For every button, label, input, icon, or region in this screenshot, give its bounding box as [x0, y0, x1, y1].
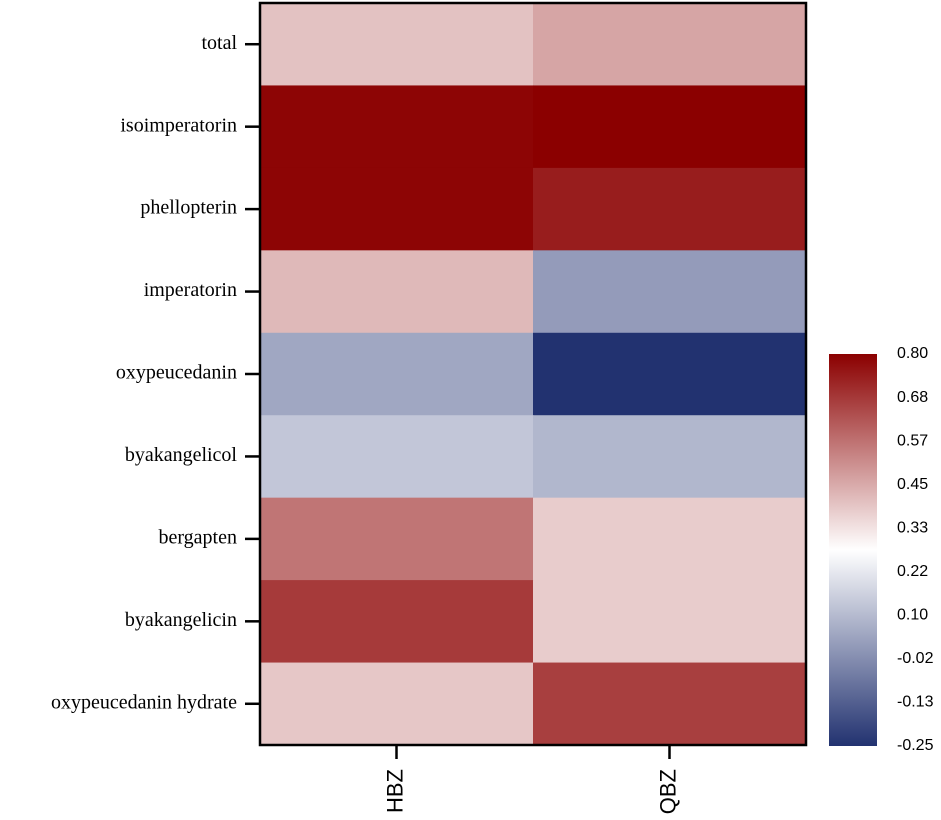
- heatmap-cell: [533, 415, 807, 499]
- heatmap-cell: [260, 662, 534, 746]
- heatmap-cell: [260, 580, 534, 664]
- colorbar: 0.80 0.68 0.57 0.45 0.33 0.22 0.10 -0.02 -0.13 -0…: [829, 345, 934, 754]
- heatmap-cells: [260, 3, 807, 746]
- row-label: oxypeucedanin: [116, 362, 237, 384]
- heatmap-cell: [260, 250, 534, 334]
- colorbar-tick-label: 0.10: [897, 607, 928, 624]
- row-label: byakangelicol: [125, 444, 238, 466]
- heatmap-cell: [533, 332, 807, 416]
- colorbar-tick-label: 0.80: [897, 345, 928, 362]
- row-label: phellopterin: [140, 197, 237, 219]
- row-label: bergapten: [159, 526, 238, 548]
- colorbar-gradient: [829, 354, 877, 746]
- row-label: total: [201, 32, 237, 54]
- heatmap-cell: [260, 85, 534, 169]
- row-label: oxypeucedanin hydrate: [51, 691, 237, 713]
- heatmap-cell: [533, 3, 807, 86]
- row-label: imperatorin: [144, 279, 237, 301]
- heatmap-cell: [260, 332, 534, 416]
- heatmap-cell: [533, 167, 807, 251]
- colorbar-tick-label: -0.02: [897, 650, 934, 667]
- colorbar-tick-label: 0.57: [897, 432, 928, 449]
- heatmap-cell: [533, 85, 807, 169]
- heatmap-cell: [533, 497, 807, 581]
- colorbar-tick-label: 0.33: [897, 519, 928, 536]
- column-label: QBZ: [655, 769, 680, 814]
- colorbar-tick-label: 0.22: [897, 563, 928, 580]
- colorbar-tick-label: -0.25: [897, 737, 934, 754]
- heatmap-cell: [260, 415, 534, 499]
- heatmap-cell: [260, 3, 534, 86]
- column-axis: HBZ QBZ: [382, 745, 680, 814]
- heatmap-cell: [260, 497, 534, 581]
- row-label: isoimperatorin: [120, 114, 237, 136]
- row-axis: total isoimperatorin phellopterin imperator…: [51, 32, 260, 713]
- heatmap-cell: [260, 167, 534, 251]
- colorbar-tick-label: 0.45: [897, 476, 928, 493]
- heatmap-cell: [533, 662, 807, 746]
- row-label: byakangelicin: [125, 609, 237, 631]
- heatmap-cell: [533, 250, 807, 334]
- colorbar-ticks: 0.80 0.68 0.57 0.45 0.33 0.22 0.10 -0.02 -0.13 -0…: [897, 345, 934, 754]
- colorbar-tick-label: -0.13: [897, 694, 934, 711]
- column-label: HBZ: [382, 769, 407, 813]
- heatmap-cell: [533, 580, 807, 664]
- colorbar-tick-label: 0.68: [897, 389, 928, 406]
